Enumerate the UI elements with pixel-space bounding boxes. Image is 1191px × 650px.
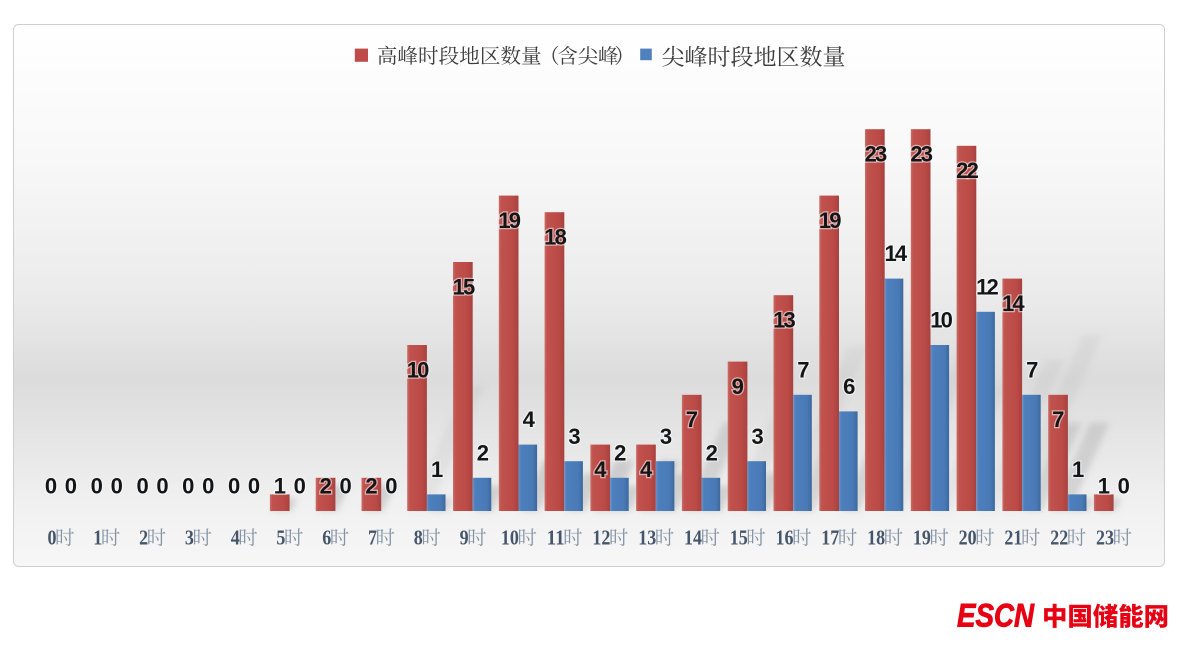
- svg-text:0: 0: [1118, 474, 1130, 499]
- svg-text:9: 9: [732, 374, 744, 399]
- svg-text:0: 0: [202, 474, 214, 499]
- svg-text:6: 6: [322, 526, 331, 550]
- svg-text:10: 10: [407, 357, 429, 382]
- svg-text:4: 4: [640, 457, 653, 482]
- svg-text:16: 16: [776, 526, 794, 550]
- svg-text:22: 22: [1050, 526, 1068, 550]
- svg-text:8: 8: [414, 526, 423, 550]
- svg-text:19: 19: [913, 526, 931, 550]
- svg-text:9: 9: [460, 526, 469, 550]
- svg-text:1: 1: [431, 457, 443, 482]
- svg-text:12: 12: [592, 526, 610, 550]
- svg-text:23: 23: [865, 142, 887, 167]
- svg-text:6: 6: [843, 374, 855, 399]
- svg-text:1: 1: [274, 474, 286, 499]
- svg-text:15: 15: [453, 274, 475, 299]
- svg-text:5: 5: [276, 526, 285, 550]
- svg-text:0: 0: [182, 474, 194, 499]
- svg-text:2: 2: [365, 474, 377, 499]
- svg-text:0: 0: [136, 474, 148, 499]
- svg-text:15: 15: [730, 526, 748, 550]
- svg-text:7: 7: [368, 526, 377, 550]
- svg-text:23: 23: [1096, 526, 1114, 550]
- svg-text:3: 3: [185, 526, 194, 550]
- svg-text:2: 2: [477, 440, 489, 465]
- svg-text:19: 19: [498, 208, 520, 233]
- svg-text:3: 3: [568, 424, 580, 449]
- svg-text:4: 4: [523, 407, 536, 432]
- svg-text:20: 20: [959, 526, 977, 550]
- svg-text:17: 17: [821, 526, 839, 550]
- svg-text:13: 13: [638, 526, 656, 550]
- svg-text:1: 1: [93, 526, 102, 550]
- svg-text:2: 2: [320, 474, 332, 499]
- svg-text:0: 0: [228, 474, 240, 499]
- svg-text:11: 11: [547, 526, 565, 550]
- svg-text:0: 0: [294, 474, 306, 499]
- svg-text:1: 1: [1072, 457, 1084, 482]
- svg-text:12: 12: [976, 274, 998, 299]
- svg-text:10: 10: [930, 308, 952, 333]
- svg-text:2: 2: [139, 526, 148, 550]
- svg-text:0: 0: [91, 474, 103, 499]
- svg-text:7: 7: [1052, 407, 1064, 432]
- svg-text:0: 0: [385, 474, 397, 499]
- svg-text:3: 3: [660, 424, 672, 449]
- svg-text:ESCN: ESCN: [957, 598, 1035, 634]
- svg-text:2: 2: [614, 440, 626, 465]
- svg-text:7: 7: [686, 407, 698, 432]
- svg-text:0: 0: [339, 474, 351, 499]
- svg-text:0: 0: [45, 474, 57, 499]
- svg-text:0: 0: [65, 474, 77, 499]
- svg-text:18: 18: [867, 526, 885, 550]
- svg-text:10: 10: [501, 526, 519, 550]
- svg-text:22: 22: [956, 158, 978, 183]
- svg-text:0: 0: [156, 474, 168, 499]
- svg-text:4: 4: [231, 526, 240, 550]
- svg-text:7: 7: [797, 357, 809, 382]
- svg-text:3: 3: [751, 424, 763, 449]
- svg-text:2: 2: [706, 440, 718, 465]
- svg-text:23: 23: [910, 142, 932, 167]
- svg-text:1: 1: [1098, 474, 1110, 499]
- svg-text:21: 21: [1004, 526, 1022, 550]
- svg-text:7: 7: [1026, 357, 1038, 382]
- svg-text:0: 0: [111, 474, 123, 499]
- svg-text:14: 14: [884, 241, 907, 266]
- svg-text:14: 14: [1002, 291, 1025, 316]
- svg-text:4: 4: [594, 457, 607, 482]
- svg-text:0: 0: [48, 526, 57, 550]
- svg-text:18: 18: [544, 225, 566, 250]
- svg-text:14: 14: [684, 526, 702, 550]
- svg-text:19: 19: [819, 208, 841, 233]
- svg-text:0: 0: [248, 474, 260, 499]
- svg-text:13: 13: [773, 308, 795, 333]
